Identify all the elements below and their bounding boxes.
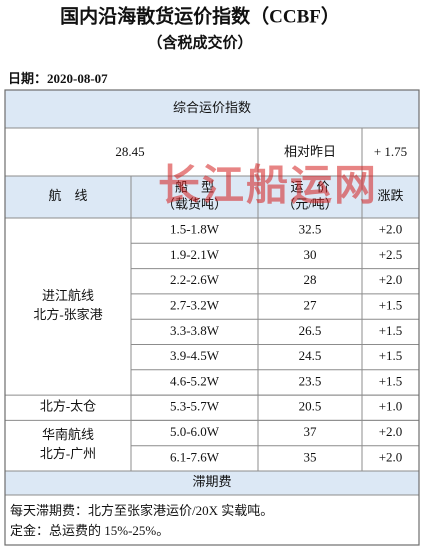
- cell: 23.5: [299, 373, 322, 388]
- cell: 5.3-5.7W: [170, 399, 220, 414]
- column-header: （载货吨）: [162, 196, 227, 211]
- cell: +2.0: [379, 272, 403, 287]
- column-header: 涨跌: [377, 188, 403, 203]
- cell: +1.0: [379, 399, 403, 414]
- compare-label: 相对昨日: [284, 144, 336, 159]
- cell: +1.5: [379, 323, 403, 338]
- title: 国内沿海散货运价指数（CCBF）: [60, 4, 340, 27]
- column-header: 运 价: [290, 179, 329, 194]
- compare-value: + 1.75: [374, 144, 407, 159]
- cell: 1.5-1.8W: [170, 222, 220, 237]
- cell: 26.5: [299, 323, 322, 338]
- cell: +1.5: [379, 348, 403, 363]
- cell: 37: [304, 424, 318, 439]
- demurrage-text: 每天滞期费：北方至张家港运价/20X 实载吨。: [10, 503, 273, 518]
- cell: 3.3-3.8W: [170, 323, 220, 338]
- cell: 32.5: [299, 222, 322, 237]
- date: 日期：2020-08-07: [8, 71, 108, 86]
- table-border: [4, 89, 420, 546]
- route-name: 北方-广州: [40, 446, 96, 461]
- route-name: 北方-太仓: [40, 399, 96, 414]
- cell: +2.0: [379, 222, 403, 237]
- cell: 28: [304, 272, 317, 287]
- cell: 6.1-7.6W: [170, 449, 220, 464]
- column-header: 船 型: [175, 179, 214, 194]
- demurrage-title: 滞期费: [192, 474, 231, 489]
- column-header: 航 线: [48, 188, 87, 203]
- cell: 35: [304, 449, 317, 464]
- column-header: （元/吨）: [282, 196, 338, 211]
- cell: 2.2-2.6W: [170, 272, 220, 287]
- cell: +2.5: [379, 247, 403, 262]
- cell: 27: [304, 298, 318, 313]
- cell: 1.9-2.1W: [170, 247, 220, 262]
- subtitle: （含税成交价）: [147, 33, 252, 51]
- watermark: 长江船运网: [158, 163, 378, 210]
- cell: 20.5: [299, 399, 322, 414]
- cell: +1.5: [379, 373, 403, 388]
- index-header: 综合运价指数: [173, 100, 251, 115]
- header-bg: [5, 176, 419, 218]
- route-name: 华南航线: [42, 427, 94, 442]
- header-bg: [5, 471, 419, 495]
- cell: +2.0: [379, 424, 403, 439]
- cell: 2.7-3.2W: [170, 298, 220, 313]
- header-bg: [5, 90, 419, 128]
- cell: 3.9-4.5W: [170, 348, 220, 363]
- route-name: 北方-张家港: [33, 307, 102, 322]
- cell: 24.5: [299, 348, 322, 363]
- route-name: 进江航线: [42, 288, 94, 303]
- index-value: 28.45: [115, 144, 144, 159]
- cell: +2.0: [379, 449, 403, 464]
- cell: 5.0-6.0W: [170, 424, 220, 439]
- cell: +1.5: [379, 298, 403, 313]
- demurrage-text: 定金：总运费的 15%-25%。: [10, 523, 169, 538]
- cell: 4.6-5.2W: [170, 373, 220, 388]
- cell: 30: [304, 247, 317, 262]
